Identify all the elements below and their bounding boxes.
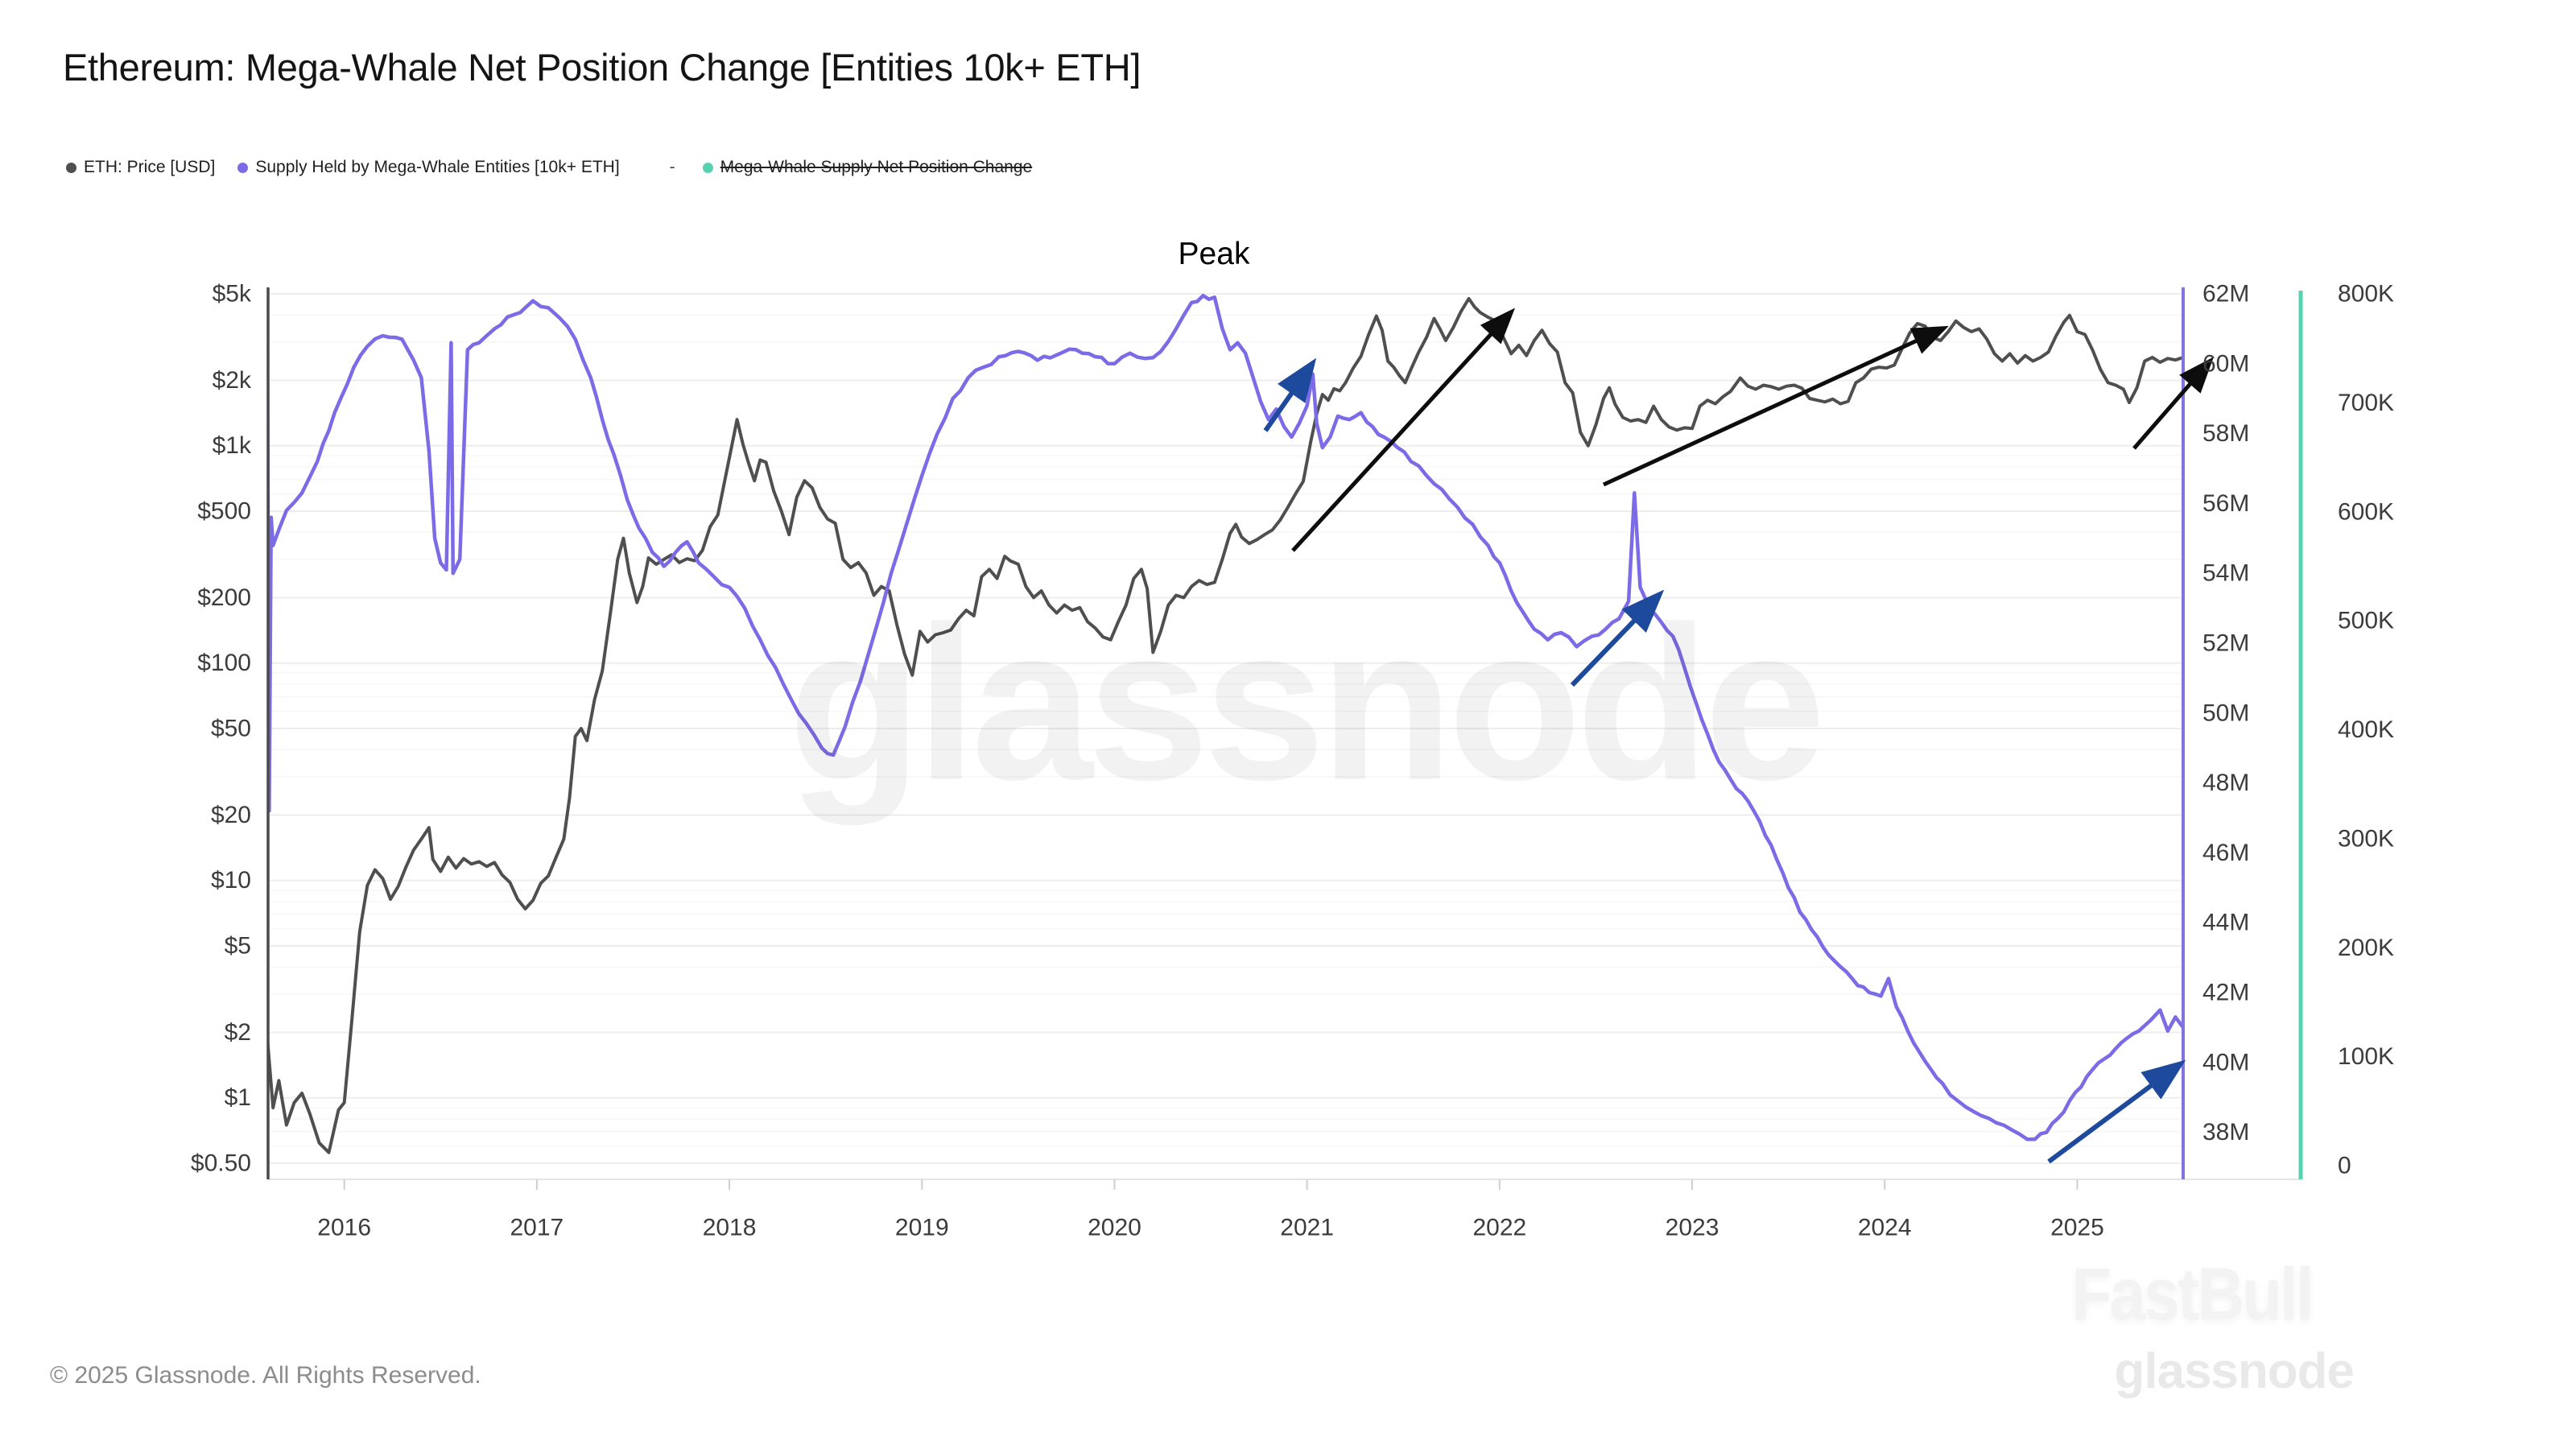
netpos-tick-label: 300K [2338, 825, 2394, 852]
netpos-tick-label: 0 [2338, 1153, 2351, 1179]
supply-tick-label: 40M [2202, 1049, 2249, 1075]
supply-tick-label: 46M [2202, 840, 2249, 866]
blue-arrow-2020-supply [1263, 357, 1317, 432]
year-tick-label: 2022 [1472, 1215, 1526, 1241]
price-tick-label: $2 [225, 1019, 251, 1046]
chart-legend: ETH: Price [USD] Supply Held by Mega-Whal… [66, 158, 1055, 177]
price-tick-label: $1 [225, 1084, 251, 1111]
blue-arrow-2025-supply [2047, 1059, 2186, 1164]
netpos-tick-label: 100K [2338, 1043, 2394, 1070]
price-tick-label: $200 [197, 584, 251, 611]
supply-tick-label: 58M [2202, 420, 2249, 447]
supply-tick-label: 56M [2202, 490, 2249, 517]
price-tick-label: $50 [211, 716, 251, 742]
supply-tick-label: 52M [2202, 630, 2249, 657]
page-title: Ethereum: Mega-Whale Net Position Change… [63, 46, 1141, 89]
glassnode-watermark-bottom-right: glassnode [2114, 1344, 2355, 1399]
netpos-tick-label: 700K [2338, 390, 2394, 416]
netpos-tick-label: 600K [2338, 498, 2394, 525]
price-tick-label: $20 [211, 802, 251, 828]
netpos-tick-label: 800K [2338, 281, 2394, 308]
supply-tick-label: 48M [2202, 770, 2249, 796]
year-tick-label: 2020 [1088, 1215, 1141, 1241]
legend-item-label: Mega-Whale Supply Net Position Change [720, 158, 1033, 176]
year-tick-label: 2019 [895, 1215, 949, 1241]
netpos-tick-label: 200K [2338, 935, 2394, 961]
price-tick-label: $0.50 [191, 1150, 251, 1177]
price-tick-label: $100 [197, 650, 251, 676]
legend-item-1[interactable]: Supply Held by Mega-Whale Entities [10k+… [237, 158, 620, 177]
legend-dot-icon [66, 162, 76, 173]
series-price-line [267, 297, 2183, 1154]
year-tick-label: 2024 [1858, 1215, 1912, 1241]
supply-tick-label: 42M [2202, 980, 2249, 1006]
year-tick-label: 2021 [1280, 1215, 1334, 1241]
netpos-tick-label: 500K [2338, 608, 2394, 634]
supply-tick-label: 62M [2202, 281, 2249, 308]
black-arrow-2021-price [1291, 308, 1516, 552]
price-tick-label: $10 [211, 867, 251, 894]
price-tick-label: $5k [213, 281, 252, 308]
legend-dot-icon [702, 162, 713, 173]
netpos-tick-label: 400K [2338, 716, 2394, 743]
peak-annotation-label: Peak [1178, 237, 1250, 271]
year-tick-label: 2016 [317, 1215, 371, 1241]
price-tick-label: $500 [197, 498, 251, 525]
price-tick-label: $2k [213, 367, 252, 394]
supply-tick-label: 50M [2202, 700, 2249, 726]
series-supply-line [267, 293, 2183, 1141]
year-tick-label: 2017 [510, 1215, 564, 1241]
supply-tick-label: 38M [2202, 1119, 2249, 1146]
series-group [267, 293, 2183, 1154]
price-tick-label: $5 [225, 933, 251, 960]
black-arrow-2025-price [2132, 357, 2214, 450]
black-arrow-2024-price [1602, 325, 1949, 487]
year-tick-label: 2025 [2050, 1215, 2104, 1241]
legend-item-3[interactable]: Mega-Whale Supply Net Position Change [702, 158, 1033, 177]
copyright-text: © 2025 Glassnode. All Rights Reserved. [50, 1362, 481, 1389]
year-tick-label: 2018 [703, 1215, 757, 1241]
supply-tick-label: 44M [2202, 910, 2249, 936]
price-tick-label: $1k [213, 432, 252, 459]
year-tick-label: 2023 [1666, 1215, 1719, 1241]
blue-arrow-2022-merge [1570, 589, 1665, 687]
legend-item-0[interactable]: ETH: Price [USD] [66, 158, 215, 177]
legend-item-label: Supply Held by Mega-Whale Entities [10k+… [255, 158, 620, 176]
supply-tick-label: 60M [2202, 350, 2249, 377]
supply-tick-label: 54M [2202, 560, 2249, 587]
legend-item-label: ETH: Price [USD] [84, 158, 216, 176]
legend-separator: - [669, 158, 675, 176]
legend-dot-icon [237, 162, 249, 173]
fastbull-watermark: FastBull [2071, 1253, 2314, 1335]
